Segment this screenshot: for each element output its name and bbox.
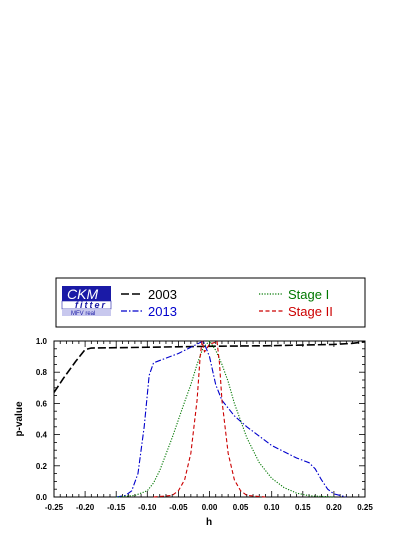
y-tick-label: 0.6: [36, 399, 48, 408]
x-axis-title: h: [206, 517, 212, 528]
legend-entry-2013: 2013: [121, 304, 177, 319]
legend-label-stage-i: Stage I: [288, 287, 329, 302]
y-axis-title: p-value: [14, 401, 25, 436]
y-tick-label: 0.0: [36, 493, 48, 502]
x-tick-label: -0.10: [138, 503, 157, 512]
legend-label-stage-ii: Stage II: [288, 304, 333, 319]
y-tick-label: 0.8: [36, 368, 48, 377]
legend-label-2003: 2003: [148, 287, 177, 302]
x-tick-label: -0.15: [107, 503, 126, 512]
series-line-2013: [116, 340, 347, 498]
y-tick-label: 0.2: [36, 462, 48, 471]
series-line-stage-ii: [153, 340, 266, 498]
logo-main-text: CKM: [67, 286, 98, 302]
legend-label-2013: 2013: [148, 304, 177, 319]
logo-tag-text: MFV real: [71, 311, 95, 317]
x-tick-label: 0.00: [202, 503, 218, 512]
x-tick-label: -0.05: [169, 503, 188, 512]
ckmfitter-logo: CKM fitter MFV real: [61, 286, 112, 317]
x-tick-label: 0.20: [326, 503, 342, 512]
legend-entry-stage-i: Stage I: [259, 287, 329, 302]
legend-entry-2003: 2003: [121, 287, 177, 302]
legend-entry-stage-ii: Stage II: [259, 304, 333, 319]
y-tick-label: 0.4: [36, 431, 48, 440]
series-line-2003: [53, 340, 366, 393]
series-line-stage-i: [116, 340, 334, 498]
y-tick-label: 1.0: [36, 337, 48, 346]
x-tick-labels: -0.25 -0.20 -0.15 -0.10 -0.05 0.00 0.05 0.10 0.1…: [45, 503, 373, 512]
x-tick-label: -0.25: [45, 503, 64, 512]
axis-ticks: [53, 340, 366, 498]
x-tick-label: 0.05: [233, 503, 249, 512]
y-tick-labels: 0.0 0.2 0.4 0.6 0.8 1.0: [36, 337, 48, 502]
x-tick-label: -0.20: [76, 503, 95, 512]
x-tick-label: 0.15: [295, 503, 311, 512]
x-tick-label: 0.25: [357, 503, 373, 512]
x-tick-label: 0.10: [264, 503, 280, 512]
series-curves: [53, 340, 366, 498]
logo-sub-text: fitter: [75, 300, 107, 310]
